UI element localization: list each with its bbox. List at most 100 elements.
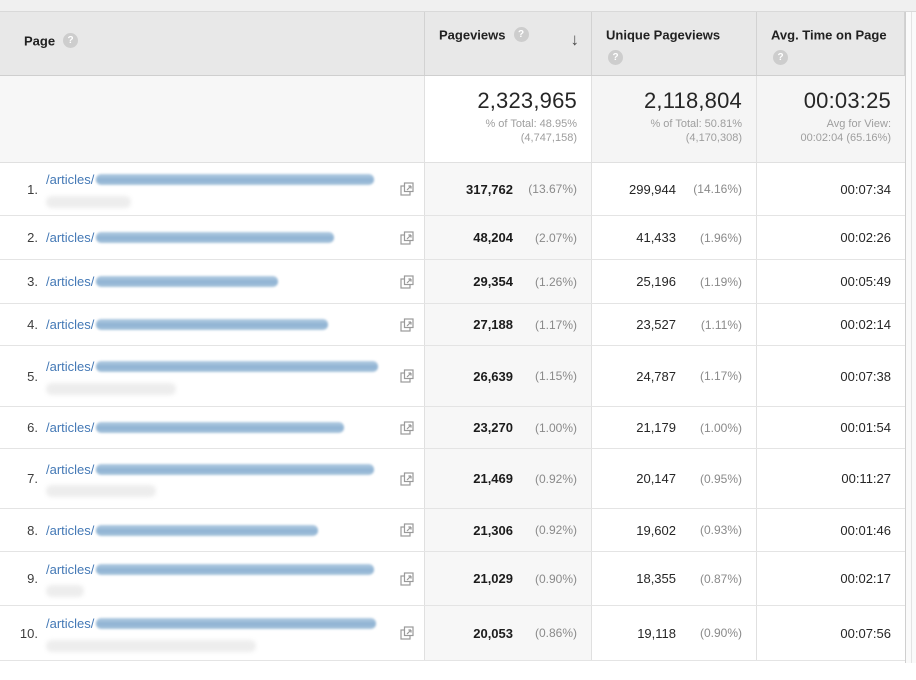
url-prefix: /articles/ — [46, 274, 95, 289]
pageviews-total-base: (4,747,158) — [520, 132, 577, 144]
page-cell: 3. /articles/ — [0, 260, 425, 303]
totals-unique-pageviews: 2,118,804 % of Total: 50.81% (4,170,308) — [592, 76, 757, 162]
url-prefix: /articles/ — [46, 616, 95, 631]
unique-pageviews-cell: 23,527 (1.11%) — [592, 304, 757, 345]
row-rank: 6. — [27, 420, 38, 435]
pageviews-percent: (1.00%) — [534, 420, 577, 435]
pageviews-total: 2,323,965 — [477, 88, 577, 113]
page-url-link[interactable]: /articles/ — [46, 560, 396, 578]
open-in-new-window-icon — [400, 420, 414, 435]
pageviews-cell: 21,306 (0.92%) — [425, 509, 592, 551]
avg-time-cell: 00:05:49 — [757, 260, 905, 303]
redacted-url-text — [96, 463, 375, 475]
page-url-link[interactable]: /articles/ — [46, 316, 396, 334]
table-row: 4. /articles/27,188 (1.17%) 23,527 (1.11%) 00… — [0, 304, 905, 346]
open-page-button[interactable] — [396, 369, 418, 383]
row-rank: 4. — [27, 317, 38, 332]
redacted-url-text — [96, 361, 379, 372]
top-strip — [0, 0, 916, 12]
open-page-button[interactable] — [396, 571, 418, 586]
redacted-url-text — [96, 618, 377, 629]
help-icon[interactable]: ? — [63, 33, 79, 49]
avg-time-cell: 00:02:26 — [757, 216, 905, 259]
pages-table: Page? Pageviews? ↓ Unique Pageviews ? Av… — [0, 12, 905, 661]
page-url-link[interactable]: /articles/ — [46, 229, 396, 247]
avg-time-value: 00:02:26 — [840, 230, 891, 245]
page-cell: 1. /articles/ — [0, 163, 425, 215]
help-icon[interactable]: ? — [773, 50, 788, 65]
redacted-url-text — [96, 524, 319, 536]
open-page-button[interactable] — [396, 317, 418, 332]
column-header-page[interactable]: Page? — [0, 12, 425, 75]
column-header-avg-time[interactable]: Avg. Time on Page ? — [757, 12, 905, 75]
pageviews-value: 21,306 — [473, 522, 513, 538]
redacted-url-text — [96, 563, 375, 575]
page-cell: 5. /articles/ — [0, 346, 425, 406]
redacted-url-line2 — [46, 382, 176, 395]
unique-pageviews-cell: 21,179 (1.00%) — [592, 407, 757, 448]
redacted-url-text — [96, 422, 345, 433]
open-page-button[interactable] — [396, 274, 418, 289]
page-url-link[interactable]: /articles/ — [46, 615, 396, 633]
redacted-url-text — [96, 276, 279, 287]
open-in-new-window-icon — [400, 274, 414, 289]
open-in-new-window-icon — [400, 571, 414, 586]
open-page-button[interactable] — [396, 182, 418, 196]
avg-time-value: 00:01:46 — [840, 522, 891, 538]
open-page-button[interactable] — [396, 420, 418, 435]
table-row: 8. /articles/21,306 (0.92%) 19,602 (0.93%) 00… — [0, 509, 905, 552]
page-url-link[interactable]: /articles/ — [46, 358, 396, 376]
url-prefix: /articles/ — [46, 420, 95, 435]
column-header-unique-pageviews[interactable]: Unique Pageviews ? — [592, 12, 757, 75]
open-page-button[interactable] — [396, 523, 418, 537]
table-body: 1. /articles/317,762 (13.67%) 299,944 (14.16… — [0, 163, 905, 661]
open-in-new-window-icon — [400, 471, 414, 486]
table-row: 2. /articles/48,204 (2.07%) 41,433 (1.96%) 00… — [0, 216, 905, 260]
table-header-row: Page? Pageviews? ↓ Unique Pageviews ? Av… — [0, 12, 905, 76]
redacted-url-text — [96, 319, 329, 330]
unique-pageviews-value: 23,527 — [636, 317, 676, 332]
page-url-link[interactable]: /articles/ — [46, 171, 396, 189]
url-prefix: /articles/ — [46, 230, 95, 245]
page-cell: 10. /articles/ — [0, 606, 425, 660]
unique-pageviews-value: 18,355 — [636, 571, 676, 586]
help-icon[interactable]: ? — [608, 50, 623, 65]
unique-pageviews-percent: (0.93%) — [699, 523, 742, 537]
pageviews-value: 21,029 — [473, 571, 513, 586]
avg-time-total: 00:03:25 — [803, 88, 891, 113]
page-url-link[interactable]: /articles/ — [46, 419, 396, 437]
open-page-button[interactable] — [396, 230, 418, 245]
row-rank: 3. — [27, 274, 38, 289]
page-url-link[interactable]: /articles/ — [46, 273, 396, 291]
table-row: 9. /articles/21,029 (0.90%) 18,355 (0.87%) 00… — [0, 552, 905, 606]
unique-pageviews-percent: (14.16%) — [693, 182, 742, 196]
column-header-pageviews[interactable]: Pageviews? ↓ — [425, 12, 592, 75]
unique-pageviews-value: 21,179 — [636, 420, 676, 435]
pageviews-cell: 26,639 (1.15%) — [425, 346, 592, 406]
open-in-new-window-icon — [400, 626, 414, 640]
pageviews-percent: (0.90%) — [534, 571, 577, 586]
open-in-new-window-icon — [400, 523, 414, 537]
unique-pageviews-cell: 25,196 (1.19%) — [592, 260, 757, 303]
table-row: 3. /articles/29,354 (1.26%) 25,196 (1.19%) 00… — [0, 260, 905, 304]
unique-pageviews-total: 2,118,804 — [643, 88, 742, 113]
avg-time-cell: 00:07:38 — [757, 346, 905, 406]
unique-pageviews-column-label: Unique Pageviews — [606, 27, 721, 43]
open-page-button[interactable] — [396, 626, 418, 640]
help-icon[interactable]: ? — [513, 27, 529, 43]
row-rank: 1. — [27, 181, 38, 197]
totals-page-cell — [0, 76, 425, 162]
unique-pageviews-cell: 24,787 (1.17%) — [592, 346, 757, 406]
page-url-link[interactable]: /articles/ — [46, 460, 396, 478]
pageviews-cell: 29,354 (1.26%) — [425, 260, 592, 303]
sort-descending-icon[interactable]: ↓ — [570, 30, 580, 49]
pageviews-percent: (0.92%) — [534, 471, 577, 486]
redacted-url-line2 — [46, 639, 256, 652]
row-rank: 9. — [27, 571, 38, 586]
open-in-new-window-icon — [400, 230, 414, 245]
open-page-button[interactable] — [396, 471, 418, 486]
avg-time-cell: 00:07:56 — [757, 606, 905, 660]
page-cell: 9. /articles/ — [0, 552, 425, 605]
page-url-link[interactable]: /articles/ — [46, 521, 396, 539]
avg-time-value: 00:07:34 — [840, 181, 891, 197]
